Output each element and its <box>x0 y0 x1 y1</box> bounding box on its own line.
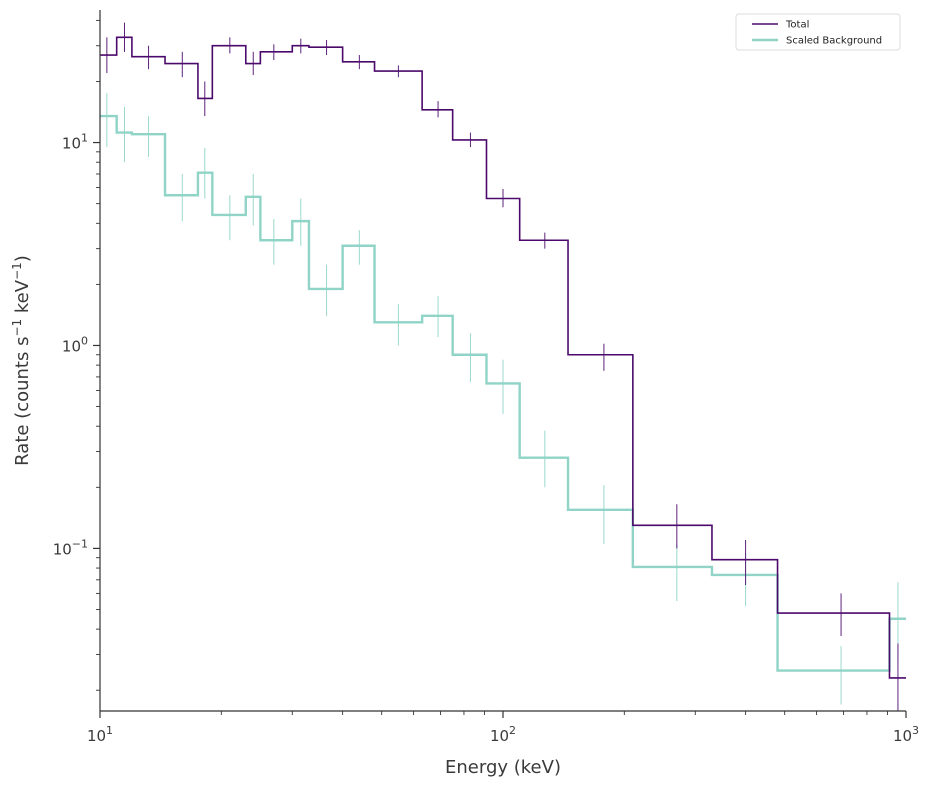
y-tick-exp: 0 <box>81 334 88 347</box>
x-tick-label: 102 <box>490 724 516 745</box>
y-tick-base: 10 <box>62 135 81 153</box>
x-tick-label: 103 <box>893 724 919 745</box>
y-tick-label: 101 <box>62 132 88 153</box>
x-tick-exp: 3 <box>912 724 919 737</box>
y-tick-base: 10 <box>53 540 72 558</box>
step-line <box>100 114 906 672</box>
step-line <box>100 36 906 679</box>
series-scaled-background <box>100 93 906 705</box>
y-tick-label: 10−1 <box>53 537 88 558</box>
series-total <box>100 22 906 711</box>
legend-label-total: Total <box>785 20 809 31</box>
y-axis-title-main: Rate (counts s <box>12 337 33 466</box>
y-axis-title-sup1: −1 <box>10 319 24 337</box>
y-axis-title-sup2: −1 <box>10 262 24 280</box>
legend: Total Scaled Background <box>735 13 901 51</box>
y-tick-exp: −1 <box>72 537 88 550</box>
x-tick-label: 101 <box>87 724 113 745</box>
y-tick-base: 10 <box>62 337 81 355</box>
y-tick-exp: 1 <box>81 132 88 145</box>
y-axis-title: Rate (counts s−1 keV−1) <box>10 255 33 466</box>
y-tick-label: 100 <box>62 334 88 355</box>
y-axis-title-end: ) <box>12 255 33 262</box>
series-layer <box>100 22 906 711</box>
x-tick-base: 10 <box>893 727 912 745</box>
x-axis-title: Energy (keV) <box>445 757 561 778</box>
x-tick-exp: 1 <box>106 724 113 737</box>
legend-label-background: Scaled Background <box>786 36 882 47</box>
x-tick-base: 10 <box>490 727 509 745</box>
x-tick-exp: 2 <box>509 724 516 737</box>
x-tick-base: 10 <box>87 727 106 745</box>
y-axis-title-mid: keV <box>12 279 33 319</box>
